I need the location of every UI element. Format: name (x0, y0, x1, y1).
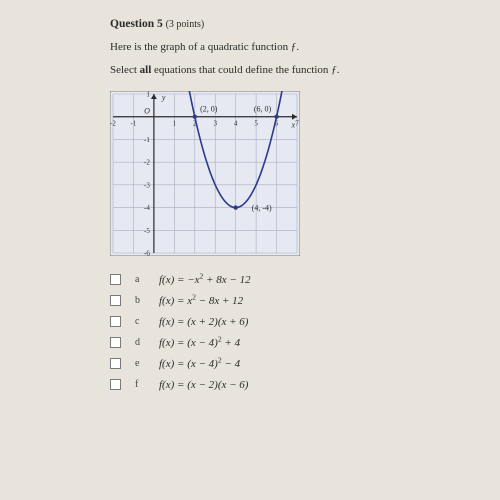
checkbox-b[interactable] (110, 295, 121, 306)
option-equation: f(x) = (x + 2)(x + 6) (159, 316, 248, 328)
option-letter: d (135, 337, 145, 348)
question-points: (3 points) (166, 19, 205, 30)
quadratic-graph: -2-112345671-1-2-3-4-5-6Oxy(2, 0)(6, 0)(… (110, 91, 300, 256)
option-equation: f(x) = −x2 + 8x − 12 (159, 274, 251, 286)
option-equation: f(x) = (x − 4)2 + 4 (159, 337, 240, 349)
option-equation: f(x) = x2 − 8x + 12 (159, 295, 243, 307)
option-equation: f(x) = (x − 4)2 − 4 (159, 358, 240, 370)
svg-text:-4: -4 (144, 204, 150, 212)
option-letter: c (135, 316, 145, 327)
svg-text:-3: -3 (144, 181, 150, 189)
svg-text:x: x (290, 120, 295, 129)
svg-text:-2: -2 (110, 119, 116, 127)
svg-text:(2, 0): (2, 0) (200, 104, 218, 113)
svg-text:O: O (144, 106, 150, 115)
svg-text:4: 4 (234, 119, 238, 127)
option-letter: e (135, 358, 145, 369)
svg-text:-6: -6 (144, 249, 150, 256)
svg-text:1: 1 (146, 91, 150, 99)
option-row-f: f f(x) = (x − 2)(x − 6) (110, 379, 440, 391)
svg-text:-5: -5 (144, 227, 150, 235)
option-row-e: e f(x) = (x − 4)2 − 4 (110, 358, 440, 370)
prompt-line-1: Here is the graph of a quadratic functio… (110, 40, 440, 55)
svg-text:(6, 0): (6, 0) (254, 104, 272, 113)
option-row-d: d f(x) = (x − 4)2 + 4 (110, 337, 440, 349)
svg-text:7: 7 (295, 119, 299, 127)
svg-text:-1: -1 (131, 119, 137, 127)
checkbox-c[interactable] (110, 316, 121, 327)
option-equation: f(x) = (x − 2)(x − 6) (159, 379, 248, 391)
svg-text:3: 3 (213, 119, 217, 127)
prompt-line-2: Select all equations that could define t… (110, 63, 440, 78)
options-list: a f(x) = −x2 + 8x − 12 b f(x) = x2 − 8x + 1… (110, 274, 440, 391)
option-letter: b (135, 295, 145, 306)
svg-text:y: y (161, 93, 166, 102)
option-row-b: b f(x) = x2 − 8x + 12 (110, 295, 440, 307)
svg-text:1: 1 (173, 119, 177, 127)
svg-text:5: 5 (254, 119, 258, 127)
checkbox-d[interactable] (110, 337, 121, 348)
checkbox-f[interactable] (110, 379, 121, 390)
option-letter: f (135, 379, 145, 390)
svg-text:-2: -2 (144, 158, 150, 166)
svg-text:-1: -1 (144, 136, 150, 144)
checkbox-e[interactable] (110, 358, 121, 369)
option-row-c: c f(x) = (x + 2)(x + 6) (110, 316, 440, 328)
question-title: Question 5 (3 points) (110, 18, 440, 30)
question-number: Question 5 (110, 18, 163, 30)
option-letter: a (135, 274, 145, 285)
option-row-a: a f(x) = −x2 + 8x − 12 (110, 274, 440, 286)
svg-text:(4, -4): (4, -4) (252, 203, 272, 212)
checkbox-a[interactable] (110, 274, 121, 285)
graph-container: -2-112345671-1-2-3-4-5-6Oxy(2, 0)(6, 0)(… (110, 91, 440, 256)
